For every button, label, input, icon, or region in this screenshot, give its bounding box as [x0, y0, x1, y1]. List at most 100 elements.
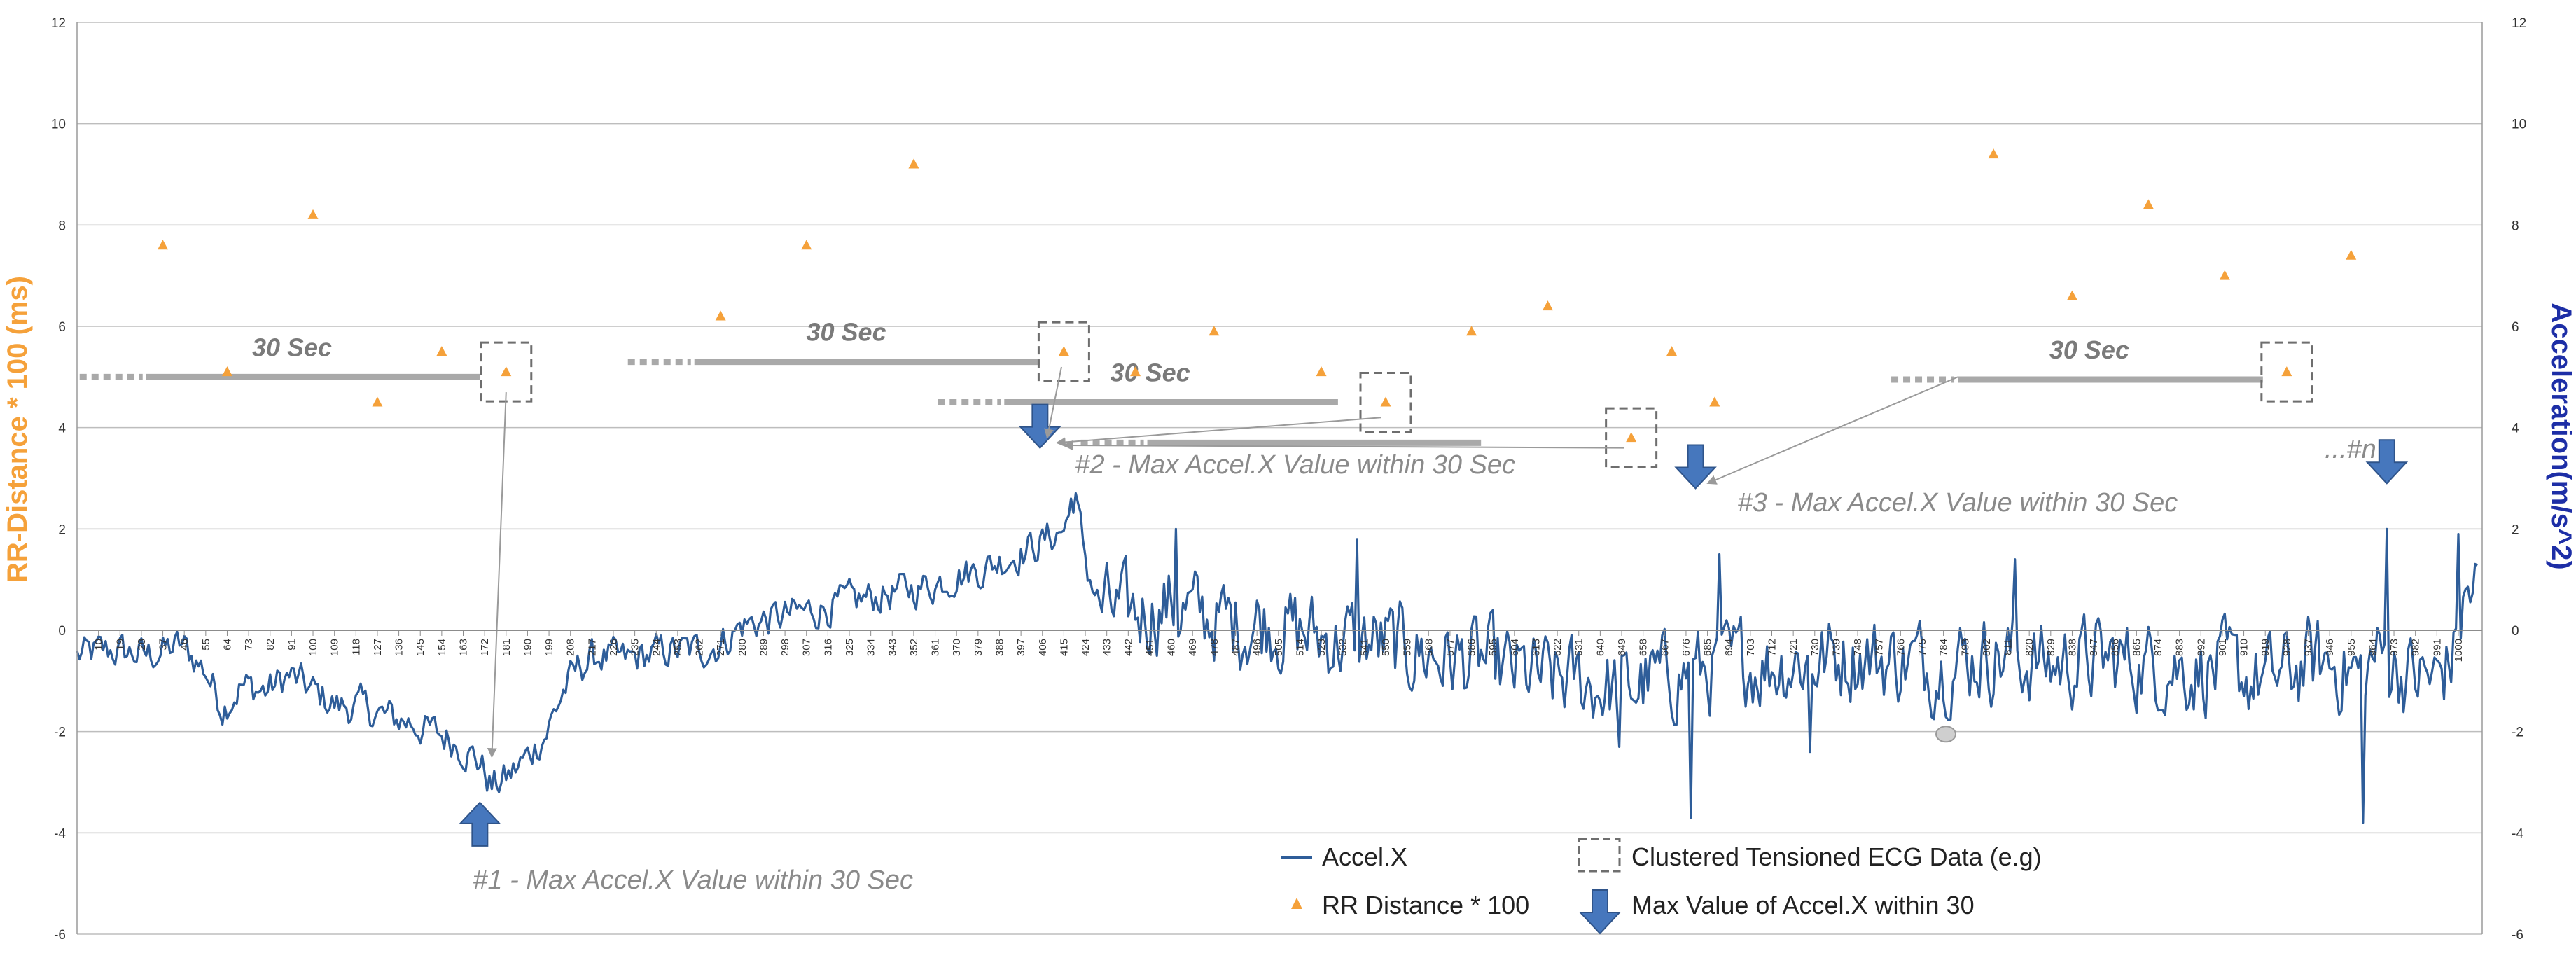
- rr-point: [715, 310, 726, 321]
- x-tick-label: 307: [801, 639, 813, 656]
- x-tick-label: 901: [2217, 639, 2229, 656]
- rr-point: [801, 240, 812, 250]
- window-layer: 30 Sec 30 Sec 30 Sec 30 Sec: [79, 318, 2313, 468]
- x-tick-label: 28: [136, 639, 148, 651]
- rr-point: [221, 366, 232, 377]
- legend-label: Accel.X: [1322, 842, 1407, 871]
- x-tick-label: 172: [479, 639, 491, 656]
- connector-line: [1055, 417, 1381, 447]
- x-tick-label: 667: [1659, 639, 1671, 656]
- x-tick-label: 109: [329, 639, 341, 656]
- x-tick-label: 919: [2260, 639, 2271, 656]
- x-tick-label: 712: [1767, 639, 1778, 656]
- x-tick-label: 415: [1058, 639, 1070, 656]
- x-tick-label: 586: [1466, 639, 1478, 656]
- x-tick-label: 118: [350, 639, 362, 655]
- x-tick-label: 577: [1444, 639, 1456, 656]
- rr-point: [1058, 346, 1069, 356]
- rr-point: [1666, 346, 1678, 356]
- x-tick-label: 163: [458, 639, 470, 656]
- max-marker-label: #3 - Max Accel.X Value within 30 Sec: [1738, 488, 2178, 518]
- y-left-tick-label: -4: [54, 826, 66, 841]
- x-tick-label: 730: [1809, 639, 1821, 656]
- x-tick-label: 802: [1981, 639, 1993, 656]
- window-label: 30 Sec: [806, 318, 886, 347]
- x-tick-label: 487: [1230, 639, 1242, 656]
- x-tick-label: 811: [2003, 639, 2014, 655]
- max-marker-up-arrow-icon: [459, 801, 501, 847]
- x-tick-label: 199: [543, 639, 555, 656]
- x-tick-label: 991: [2431, 639, 2443, 656]
- connector-line: [487, 391, 507, 758]
- x-tick-label: 523: [1316, 639, 1328, 656]
- x-tick-label: 559: [1402, 639, 1414, 656]
- y-left-tick-label: 4: [58, 422, 66, 436]
- max-marker-label: #1 - Max Accel.X Value within 30 Sec: [473, 866, 913, 895]
- x-tick-label: 820: [2024, 639, 2035, 656]
- x-tick-label: 46: [179, 639, 190, 651]
- x-tick-label: 973: [2388, 639, 2400, 656]
- x-tick-label: 946: [2324, 639, 2336, 656]
- rr-point: [307, 209, 319, 219]
- x-tick-label: 343: [886, 639, 898, 656]
- rr-point: [1709, 396, 1720, 407]
- legend-layer: Accel.X Clustered Tensioned ECG Data (e.g…: [1281, 838, 2042, 935]
- x-tick-label: 289: [758, 639, 770, 656]
- x-tick-label: 604: [1509, 639, 1521, 656]
- x-tick-label: 649: [1616, 639, 1628, 656]
- legend-down-arrow-icon: [1578, 889, 1622, 935]
- x-tick-label: 82: [265, 639, 277, 651]
- x-tick-label: 352: [908, 639, 920, 656]
- rr-point: [2219, 270, 2230, 280]
- rr-point: [1542, 300, 1553, 311]
- x-tick-label: 298: [779, 639, 791, 656]
- x-tick-label: 253: [672, 639, 684, 656]
- y-left-tick-label: 6: [58, 320, 66, 335]
- x-tick-label: 766: [1895, 639, 1907, 656]
- max-marker-label: #2 - Max Accel.X Value within 30 Sec: [1075, 450, 1515, 480]
- x-tick-label: 271: [715, 639, 727, 656]
- x-tick-label: 739: [1830, 639, 1842, 656]
- x-tick-label: 685: [1702, 639, 1714, 656]
- x-tick-label: 100: [307, 639, 319, 656]
- y-left-tick-label: -2: [54, 726, 66, 740]
- legend-label: RR Distance * 100: [1322, 891, 1529, 919]
- rr-point: [2281, 366, 2292, 377]
- x-tick-label: 874: [2152, 639, 2164, 656]
- rr-point: [158, 240, 169, 250]
- connector-line: [1706, 376, 1958, 485]
- rr-point: [501, 366, 512, 377]
- y-right-tick-label: 2: [2512, 522, 2519, 537]
- marker-layer: #1 - Max Accel.X Value within 30 Sec #2 -…: [459, 366, 2409, 895]
- x-tick-label: 856: [2110, 639, 2122, 656]
- max-marker-label: ...#n: [2325, 435, 2376, 464]
- x-tick-label: 55: [200, 639, 212, 651]
- x-tick-label: 640: [1594, 639, 1606, 656]
- x-tick-label: 388: [994, 639, 1005, 656]
- x-tick-label: 694: [1723, 639, 1735, 656]
- accel-x-line: [76, 492, 2478, 824]
- x-tick-label: 496: [1251, 639, 1263, 656]
- x-tick-label: 442: [1122, 639, 1134, 656]
- x-tick-label: 892: [2195, 639, 2207, 656]
- x-tick-label: 361: [930, 639, 942, 656]
- x-tick-label: 397: [1015, 639, 1027, 656]
- x-tick-label: 370: [951, 639, 963, 656]
- x-tick-label: 703: [1745, 639, 1757, 656]
- x-tick-label: 748: [1852, 639, 1864, 656]
- y-left-tick-label: 2: [58, 522, 66, 537]
- x-tick-label: 793: [1959, 639, 1971, 656]
- x-tick-label: 829: [2045, 639, 2057, 656]
- rr-point: [908, 158, 919, 169]
- x-tick-label: 613: [1530, 639, 1542, 656]
- x-tick-label: 460: [1166, 639, 1178, 656]
- x-tick-label: 37: [158, 639, 169, 651]
- y-right-axis-title: Acceleration(m/s^2): [2546, 303, 2576, 569]
- x-tick-label: 721: [1788, 639, 1799, 656]
- rr-point: [2143, 199, 2154, 209]
- rr-point: [2346, 249, 2357, 260]
- x-tick-label: 262: [694, 639, 706, 656]
- x-tick-label: 541: [1358, 639, 1370, 656]
- rr-point: [1380, 396, 1391, 407]
